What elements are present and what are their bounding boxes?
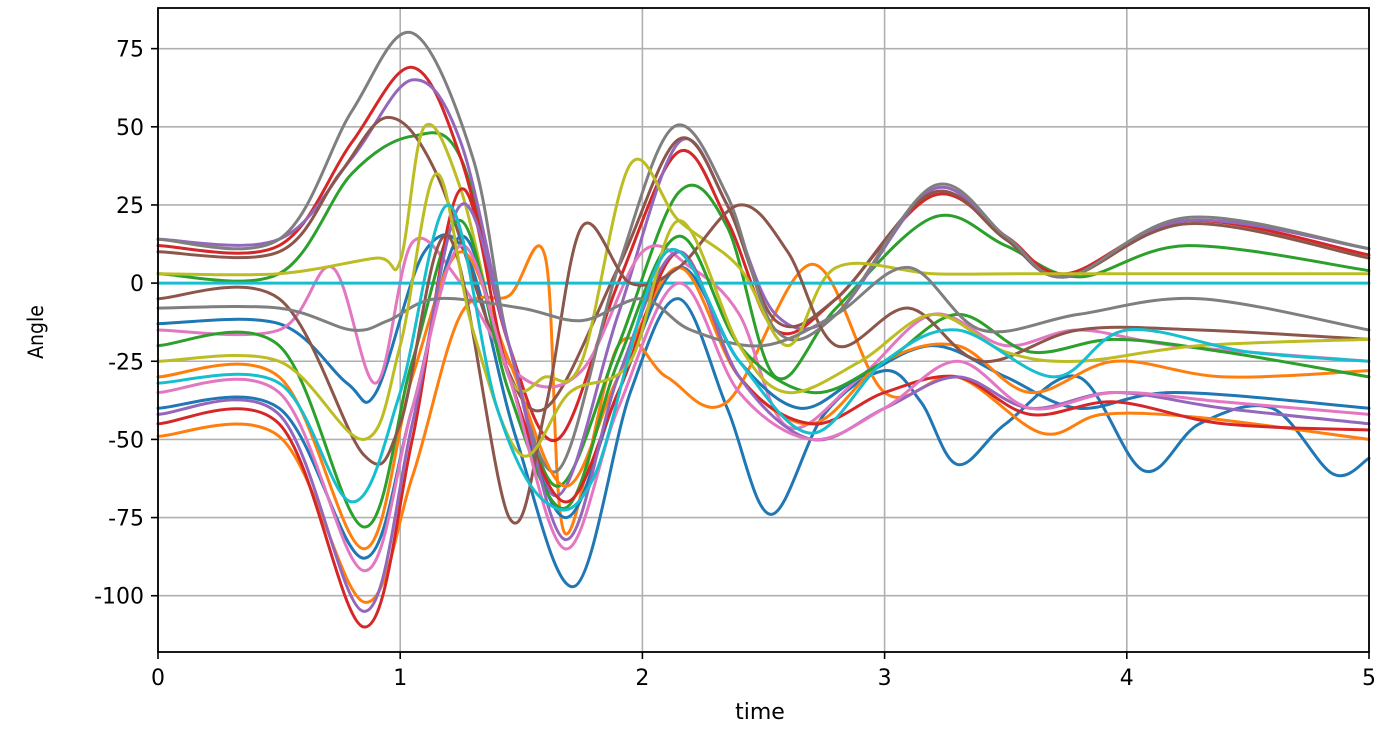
y-axis-label: Angle bbox=[24, 305, 48, 359]
y-tick-label: -25 bbox=[108, 350, 144, 375]
y-tick-label: 50 bbox=[116, 116, 144, 141]
plot-border bbox=[157, 7, 1370, 653]
y-tick-label: -50 bbox=[108, 428, 144, 453]
series-line-19 bbox=[156, 172, 1371, 458]
series-line-7 bbox=[156, 236, 1371, 430]
x-tick-label: 0 bbox=[151, 666, 165, 691]
series-lines bbox=[156, 30, 1371, 629]
y-tick-label: -75 bbox=[108, 507, 144, 532]
series-line-17 bbox=[156, 244, 1371, 573]
series-line-13 bbox=[156, 219, 1371, 529]
x-tick-label: 1 bbox=[393, 666, 407, 691]
x-tick-label: 5 bbox=[1362, 666, 1376, 691]
x-tick-label: 2 bbox=[635, 666, 649, 691]
series-line-1 bbox=[156, 233, 1371, 588]
x-axis-label: time bbox=[735, 700, 785, 725]
series-line-16 bbox=[156, 203, 1371, 525]
y-tick-label: 75 bbox=[116, 38, 144, 63]
series-line-8 bbox=[156, 30, 1371, 474]
series-line-9 bbox=[156, 123, 1371, 393]
y-tick-label: -100 bbox=[94, 585, 144, 610]
y-tick-label: 25 bbox=[116, 194, 144, 219]
plot-frame bbox=[157, 7, 1370, 653]
axis-ticks: 0 1 2 3 4 5 -100 -75 -50 -25 0 25 50 75 bbox=[94, 38, 1376, 691]
x-tick-label: 4 bbox=[1120, 666, 1134, 691]
series-line-20 bbox=[156, 203, 1371, 512]
y-axis-title: Angle bbox=[6, 300, 66, 364]
y-tick-label: 0 bbox=[130, 272, 144, 297]
series-line-18 bbox=[156, 265, 1371, 348]
x-tick-label: 3 bbox=[878, 666, 892, 691]
